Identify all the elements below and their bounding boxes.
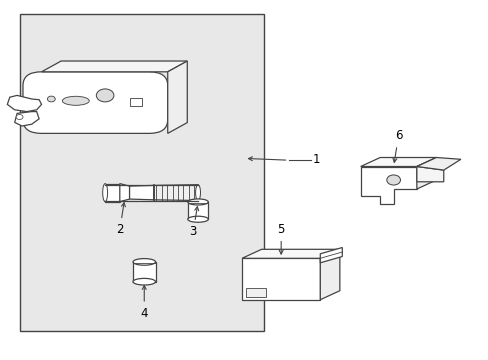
Polygon shape [320,249,339,300]
Polygon shape [167,61,187,134]
Circle shape [96,89,114,102]
Polygon shape [41,61,187,72]
Polygon shape [15,112,39,126]
Text: 6: 6 [392,129,402,162]
Ellipse shape [102,184,107,202]
Ellipse shape [195,185,200,201]
Circle shape [47,96,55,102]
Ellipse shape [133,278,155,285]
Polygon shape [242,249,339,258]
Text: 2: 2 [116,203,125,236]
Polygon shape [360,158,436,166]
Circle shape [16,114,23,120]
Polygon shape [105,184,120,202]
Text: 3: 3 [189,207,198,238]
Polygon shape [7,95,41,112]
Ellipse shape [187,216,208,222]
Polygon shape [320,248,342,263]
Ellipse shape [62,96,89,105]
Polygon shape [154,185,198,201]
FancyBboxPatch shape [23,72,167,134]
Polygon shape [129,185,154,200]
Polygon shape [416,166,443,182]
Bar [129,98,142,106]
Polygon shape [360,166,416,204]
Ellipse shape [187,199,208,205]
Bar [187,202,208,219]
Ellipse shape [133,258,155,265]
Text: 4: 4 [140,285,148,320]
Text: 1: 1 [312,153,320,166]
Text: 5: 5 [277,223,285,254]
Circle shape [386,175,400,185]
Bar [133,262,155,282]
Polygon shape [416,158,460,170]
Bar [20,14,264,331]
Polygon shape [416,158,436,189]
Polygon shape [120,184,129,202]
Bar [245,288,265,297]
Polygon shape [242,258,320,300]
